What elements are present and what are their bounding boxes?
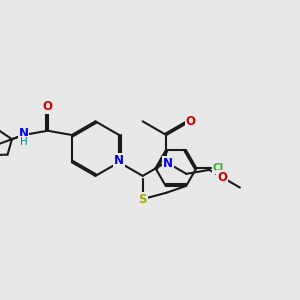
Text: N: N (19, 128, 28, 140)
Text: Cl: Cl (213, 163, 224, 173)
Text: S: S (138, 193, 147, 206)
Text: N: N (163, 157, 173, 170)
Text: O: O (43, 100, 53, 113)
Text: H: H (20, 137, 27, 147)
Text: O: O (186, 115, 196, 128)
Text: N: N (114, 154, 124, 166)
Text: O: O (217, 171, 227, 184)
